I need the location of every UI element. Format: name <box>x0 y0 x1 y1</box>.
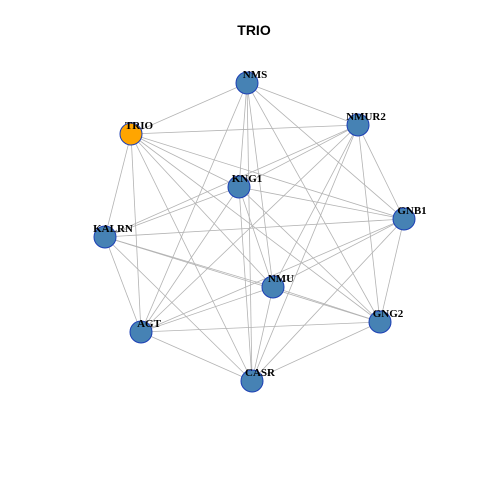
edge <box>130 124 359 135</box>
edge <box>104 133 132 238</box>
edge <box>238 186 253 382</box>
edge <box>379 218 405 323</box>
node-label: GNB1 <box>397 205 426 217</box>
edge <box>140 186 240 333</box>
edge <box>104 236 381 323</box>
edge <box>246 82 381 323</box>
node-label: NMUR2 <box>346 111 386 123</box>
edge <box>251 286 274 382</box>
edge <box>140 82 248 333</box>
edge <box>251 321 381 382</box>
edge <box>357 124 405 220</box>
node-label: CASR <box>245 367 276 379</box>
nodes: NMS NMUR2 TRIO KNG1 GNB1 KALRN NMU GNG2 AGT CASR <box>93 69 427 393</box>
edge <box>246 82 253 382</box>
node-label: KALRN <box>93 223 133 235</box>
edge <box>272 218 405 288</box>
edge <box>272 124 359 288</box>
edge <box>246 82 405 220</box>
diagram-title: TRIO <box>237 22 271 38</box>
node <box>93 225 117 249</box>
edge <box>104 218 405 238</box>
edge <box>140 286 274 333</box>
node <box>368 310 392 334</box>
node-label: GNG2 <box>373 308 404 320</box>
edge <box>130 133 405 220</box>
node-label: AGT <box>137 318 162 330</box>
edge <box>238 186 274 288</box>
edge <box>238 186 381 323</box>
node <box>346 113 370 137</box>
edge <box>104 186 240 238</box>
node-label: NMS <box>243 69 267 81</box>
node <box>240 369 264 393</box>
edge <box>251 218 405 382</box>
edge <box>272 286 381 323</box>
edge <box>251 124 359 382</box>
edge <box>130 82 248 135</box>
node <box>235 71 259 95</box>
node-label: NMU <box>268 273 294 285</box>
edge <box>140 331 253 382</box>
edge <box>238 186 405 220</box>
edge <box>140 218 405 333</box>
edge <box>104 236 253 382</box>
node <box>129 320 153 344</box>
node <box>392 207 416 231</box>
edge <box>130 133 142 333</box>
edge <box>130 133 240 188</box>
node <box>261 275 285 299</box>
node <box>119 122 143 146</box>
edge <box>246 82 359 126</box>
edge <box>246 82 274 288</box>
edge <box>238 82 248 188</box>
node <box>227 175 251 199</box>
edge <box>104 236 142 333</box>
node-label: KNG1 <box>232 173 263 185</box>
node-label: TRIO <box>125 120 154 132</box>
edge <box>357 124 381 323</box>
edge <box>238 124 359 188</box>
edge <box>140 321 381 333</box>
edge <box>130 133 274 288</box>
